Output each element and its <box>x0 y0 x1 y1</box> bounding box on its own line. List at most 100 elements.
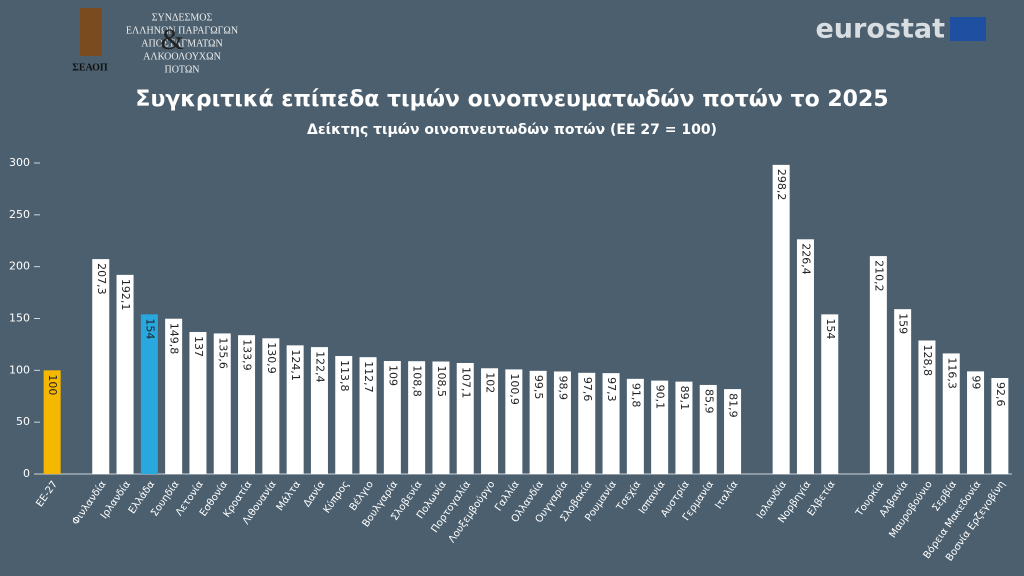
bar <box>967 371 985 474</box>
bar <box>359 357 377 474</box>
logo-text: ΠΟΤΩΝ <box>164 64 199 75</box>
value-label: 97,3 <box>605 377 618 402</box>
bar <box>675 381 693 474</box>
x-tick-label: Ιταλία <box>713 478 741 511</box>
bar <box>286 345 304 474</box>
value-label: 113,8 <box>338 360 351 392</box>
bar <box>92 259 110 474</box>
bar <box>213 333 231 474</box>
value-label: 137 <box>192 336 205 357</box>
bar <box>553 371 571 474</box>
value-label: 90,1 <box>654 385 667 410</box>
bar <box>699 384 717 474</box>
value-label: 98,9 <box>556 375 569 400</box>
value-label: 133,9 <box>241 339 254 370</box>
value-label: 135,6 <box>216 337 229 369</box>
bar <box>189 331 207 474</box>
bar <box>918 340 936 474</box>
x-tick-label: Δανία <box>301 478 328 509</box>
bar <box>43 370 61 474</box>
value-label: 102 <box>484 372 497 393</box>
logo-text: ΑΠΟΣΤΑΓΜΑΤΩΝ <box>141 38 222 49</box>
bar <box>238 335 256 474</box>
bar <box>578 372 596 474</box>
value-label: 92,6 <box>994 382 1007 407</box>
logo-text: ΣΥΝΔΕΣΜΟΣ <box>152 12 213 23</box>
bar <box>165 318 183 474</box>
value-label: 108,5 <box>435 366 448 398</box>
y-tick-label: 50 <box>16 415 30 428</box>
bar <box>310 347 328 474</box>
value-label: 128,8 <box>921 344 934 376</box>
value-label: 159 <box>897 313 910 334</box>
value-label: 130,9 <box>265 342 278 374</box>
value-label: 99 <box>970 375 983 389</box>
value-label: 116,3 <box>945 357 958 389</box>
bar <box>651 380 669 474</box>
logo-ampersand: & <box>160 23 183 56</box>
logo-text: ΑΛΚΟΟΛΟΥΧΩΝ <box>143 51 221 62</box>
value-label: 226,4 <box>799 243 812 274</box>
y-tick-label: 100 <box>9 363 30 376</box>
x-tick-label: Φινλανδία <box>70 478 109 527</box>
value-label: 100 <box>46 374 59 395</box>
bar <box>991 378 1009 474</box>
bar <box>383 361 401 474</box>
value-label: 81,9 <box>727 393 740 418</box>
value-label: 124,1 <box>289 349 302 381</box>
value-label: 109 <box>386 365 399 386</box>
value-label: 154 <box>824 318 837 339</box>
bar <box>481 368 499 474</box>
bar <box>796 239 814 474</box>
bar <box>456 362 474 474</box>
value-label: 100,9 <box>508 373 521 405</box>
value-label: 89,1 <box>678 386 691 411</box>
eu-flag <box>950 17 986 41</box>
bar <box>894 309 912 474</box>
chart-subtitle: Δείκτης τιμών οινοπνευτωδών ποτών (ΕΕ 27… <box>307 122 717 138</box>
bar <box>140 314 158 474</box>
y-tick-label: 150 <box>9 312 30 325</box>
y-tick-label: 0 <box>23 467 30 480</box>
logo-acronym: ΣΕΑΟΠ <box>72 62 108 73</box>
bar <box>529 370 547 474</box>
bar <box>626 378 644 474</box>
value-label: 154 <box>143 318 156 339</box>
y-tick-label: 200 <box>9 260 30 273</box>
bar <box>869 256 887 474</box>
bar <box>116 274 134 474</box>
x-tick-label: ΕΕ-27 <box>34 479 60 509</box>
value-label: 207,3 <box>95 263 108 295</box>
value-label: 192,1 <box>119 279 132 311</box>
value-label: 85,9 <box>702 389 715 414</box>
value-label: 91,8 <box>629 383 642 408</box>
bar <box>432 361 450 474</box>
bar <box>772 164 790 474</box>
x-tick-label: Μαυροβούνιο <box>887 479 935 541</box>
x-tick-label: Μάλτα <box>274 478 303 513</box>
bar <box>335 356 353 474</box>
bar <box>724 389 742 474</box>
logo: ΣΥΝΔΕΣΜΟΣ ΕΛΛΗΝΩΝ ΠΑΡΑΓΩΓΩΝ ΑΠΟΣΤΑΓΜΑΤΩΝ… <box>72 8 238 75</box>
value-label: 97,6 <box>581 377 594 402</box>
y-tick-label: 300 <box>9 156 30 169</box>
value-label: 112,7 <box>362 361 375 393</box>
y-tick-label: 250 <box>9 208 30 221</box>
value-label: 122,4 <box>313 351 326 383</box>
bar <box>821 314 839 474</box>
value-label: 99,5 <box>532 375 545 400</box>
brand: eurostat <box>815 14 945 45</box>
value-label: 107,1 <box>459 367 472 399</box>
bar <box>408 361 426 474</box>
chart-title: Συγκριτικά επίπεδα τιμών οινοπνευματωδών… <box>135 87 888 112</box>
bar <box>602 373 620 474</box>
value-label: 298,2 <box>775 169 788 201</box>
logo-text: ΕΛΛΗΝΩΝ ΠΑΡΑΓΩΓΩΝ <box>126 25 238 36</box>
bar <box>262 338 280 474</box>
value-label: 210,2 <box>872 260 885 292</box>
value-label: 108,8 <box>411 365 424 397</box>
value-label: 149,8 <box>168 323 181 355</box>
bar <box>505 369 523 474</box>
